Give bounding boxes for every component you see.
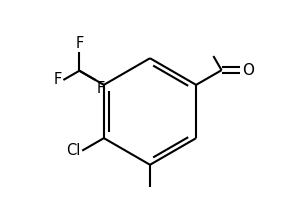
Text: F: F: [97, 81, 105, 96]
Text: O: O: [242, 63, 254, 78]
Text: F: F: [75, 35, 83, 50]
Text: F: F: [53, 72, 62, 87]
Text: Cl: Cl: [66, 143, 80, 158]
